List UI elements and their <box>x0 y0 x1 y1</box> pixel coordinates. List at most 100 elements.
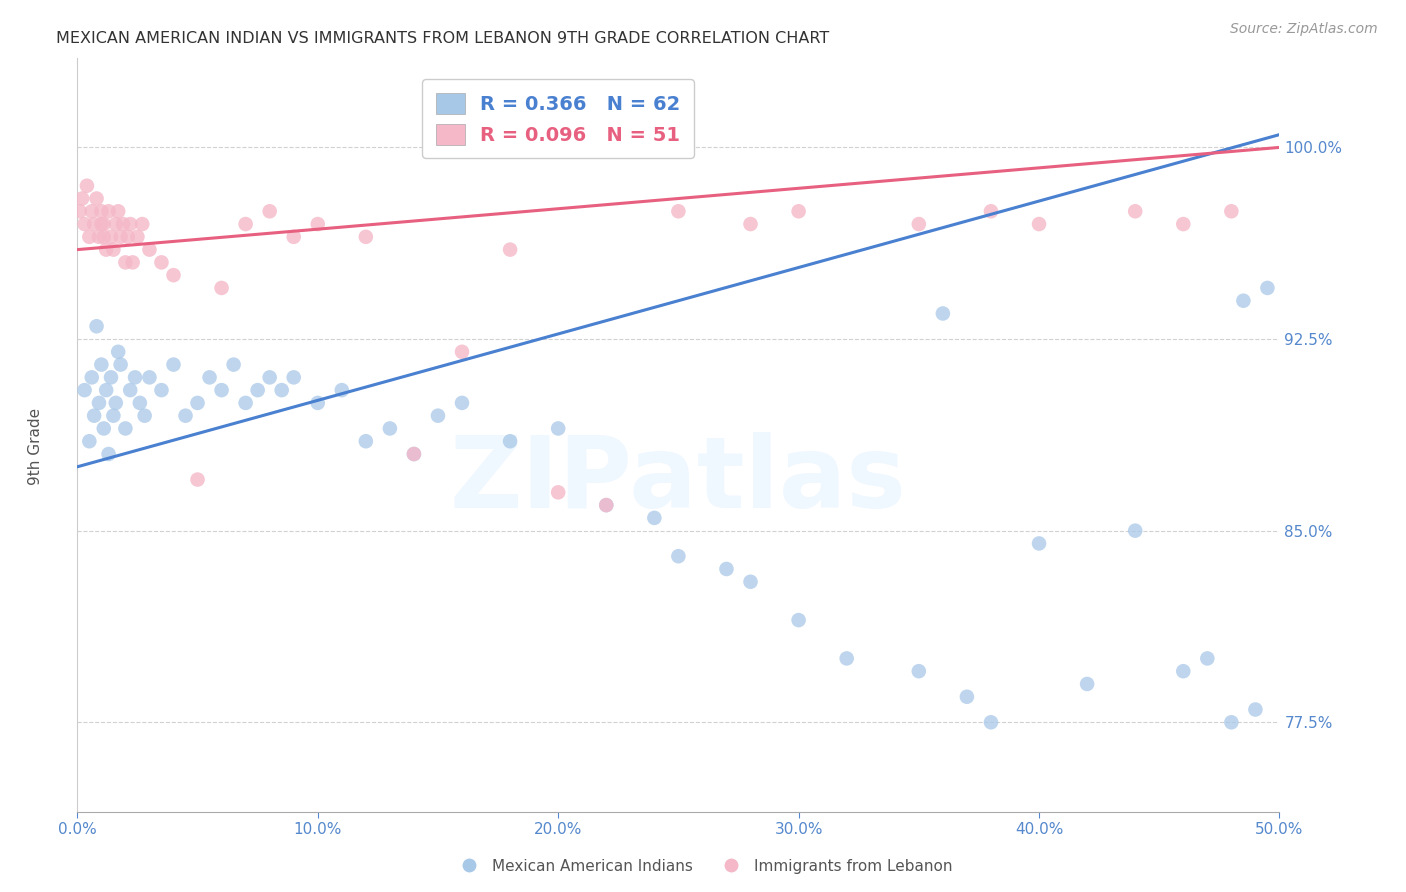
Point <box>740 574 762 589</box>
Point <box>259 370 281 384</box>
Point <box>93 421 115 435</box>
Text: Source: ZipAtlas.com: Source: ZipAtlas.com <box>1230 22 1378 37</box>
Point <box>668 549 690 564</box>
Point <box>956 690 979 704</box>
Point <box>134 409 156 423</box>
Point <box>97 204 120 219</box>
Point <box>211 383 233 397</box>
Point <box>110 358 132 372</box>
Point <box>427 409 450 423</box>
Point <box>150 255 173 269</box>
Point <box>83 217 105 231</box>
Point <box>100 370 122 384</box>
Point <box>451 396 474 410</box>
Point <box>547 485 569 500</box>
Point <box>378 421 401 435</box>
Point <box>174 409 197 423</box>
Legend: R = 0.366   N = 62, R = 0.096   N = 51: R = 0.366 N = 62, R = 0.096 N = 51 <box>422 79 695 159</box>
Point <box>131 217 153 231</box>
Point <box>124 370 146 384</box>
Point <box>980 715 1002 730</box>
Point <box>235 217 257 231</box>
Point <box>716 562 738 576</box>
Point <box>104 217 127 231</box>
Point <box>111 217 134 231</box>
Point <box>787 613 810 627</box>
Point <box>186 473 209 487</box>
Point <box>211 281 233 295</box>
Point <box>198 370 221 384</box>
Point <box>128 396 150 410</box>
Point <box>69 204 91 219</box>
Point <box>980 204 1002 219</box>
Point <box>307 217 329 231</box>
Point <box>1256 281 1278 295</box>
Point <box>96 383 118 397</box>
Point <box>73 217 96 231</box>
Point <box>1173 217 1195 231</box>
Point <box>499 243 522 257</box>
Point <box>668 204 690 219</box>
Text: ZIPatlas: ZIPatlas <box>450 432 907 529</box>
Point <box>100 230 122 244</box>
Point <box>114 255 136 269</box>
Point <box>93 217 115 231</box>
Point <box>93 230 115 244</box>
Point <box>103 409 125 423</box>
Text: 9th Grade: 9th Grade <box>28 408 42 484</box>
Point <box>86 192 108 206</box>
Point <box>76 178 98 193</box>
Point <box>354 230 377 244</box>
Point <box>90 217 112 231</box>
Point <box>1197 651 1219 665</box>
Point <box>90 204 112 219</box>
Point <box>1232 293 1254 308</box>
Point <box>835 651 858 665</box>
Point <box>1244 702 1267 716</box>
Point <box>595 498 617 512</box>
Point <box>103 243 125 257</box>
Point <box>96 243 118 257</box>
Point <box>283 230 305 244</box>
Point <box>1220 715 1243 730</box>
Point <box>120 217 142 231</box>
Point <box>79 434 101 449</box>
Point <box>740 217 762 231</box>
Point <box>1028 217 1050 231</box>
Point <box>595 498 617 512</box>
Point <box>121 255 143 269</box>
Point <box>110 230 132 244</box>
Point <box>117 230 139 244</box>
Point <box>259 204 281 219</box>
Point <box>270 383 292 397</box>
Point <box>1123 204 1146 219</box>
Point <box>83 409 105 423</box>
Point <box>73 383 96 397</box>
Point <box>107 344 129 359</box>
Point <box>908 664 931 678</box>
Point <box>451 344 474 359</box>
Point <box>120 383 142 397</box>
Point <box>79 230 101 244</box>
Legend: Mexican American Indians, Immigrants from Lebanon: Mexican American Indians, Immigrants fro… <box>447 853 959 880</box>
Point <box>138 243 160 257</box>
Point <box>90 358 112 372</box>
Point <box>1220 204 1243 219</box>
Point <box>354 434 377 449</box>
Point <box>1173 664 1195 678</box>
Point <box>186 396 209 410</box>
Point <box>127 230 149 244</box>
Point <box>499 434 522 449</box>
Point <box>87 230 110 244</box>
Point <box>70 192 93 206</box>
Point <box>402 447 425 461</box>
Point <box>162 358 184 372</box>
Point <box>932 306 955 320</box>
Point <box>222 358 245 372</box>
Point <box>643 511 665 525</box>
Point <box>330 383 353 397</box>
Point <box>87 396 110 410</box>
Point <box>235 396 257 410</box>
Point <box>1076 677 1098 691</box>
Point <box>402 447 425 461</box>
